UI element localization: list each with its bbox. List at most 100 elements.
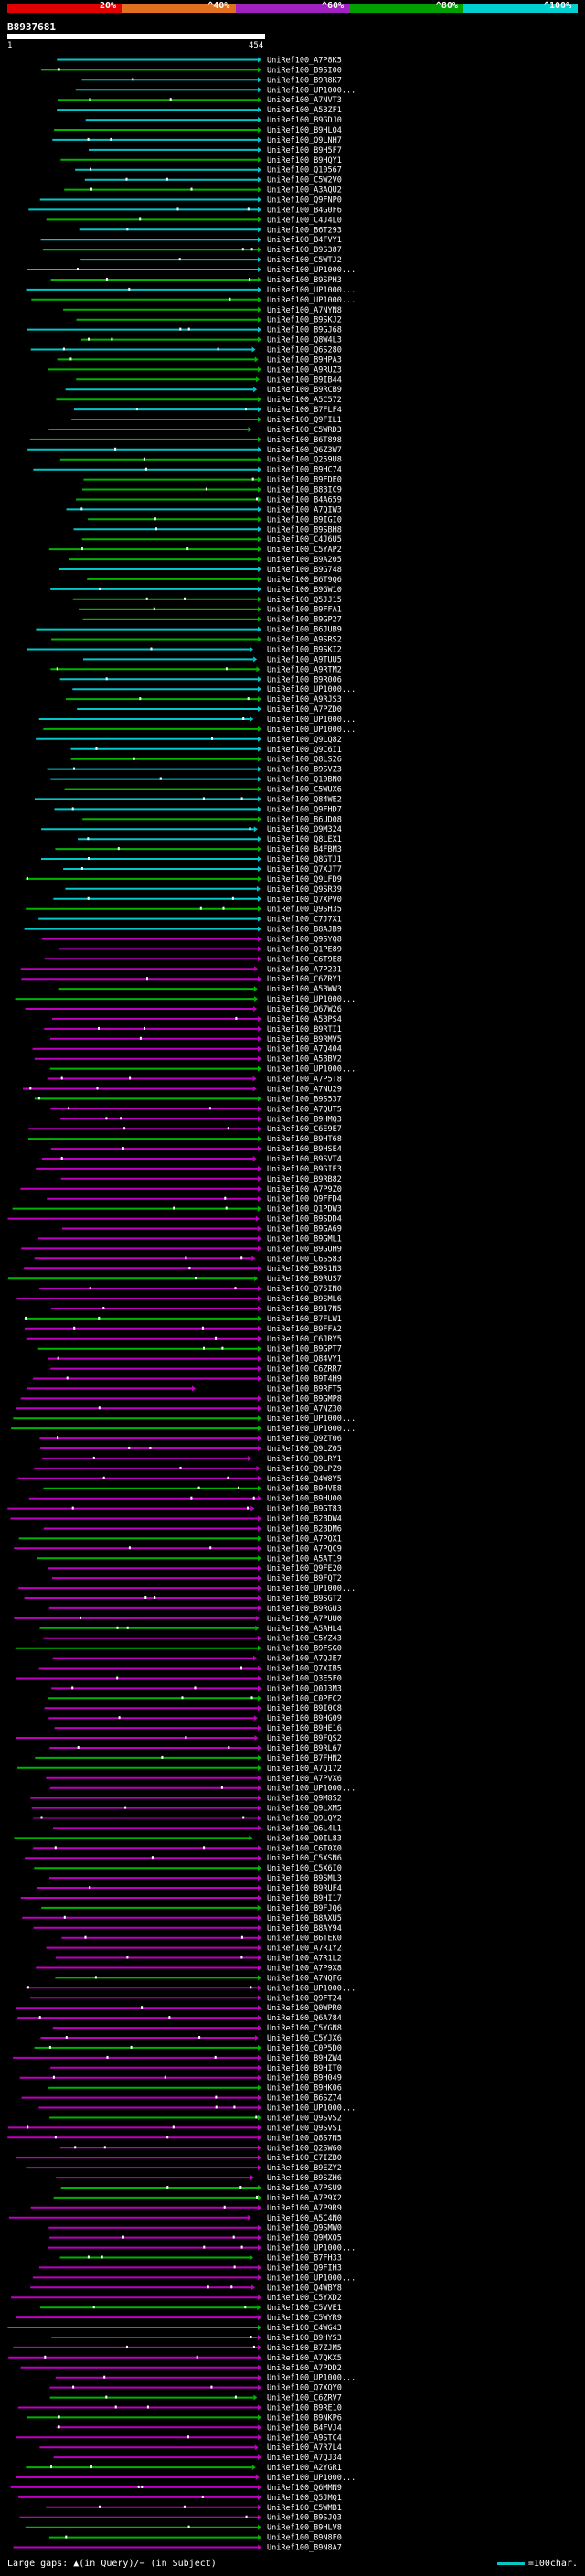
hit-label[interactable]: UniRef100_B9N8F0: [267, 2534, 342, 2543]
hit-label[interactable]: UniRef100_A7NYN8: [267, 306, 342, 315]
hit-label[interactable]: UniRef100_B4A659: [267, 496, 342, 505]
hit-label[interactable]: UniRef100_B9IGI0: [267, 515, 342, 525]
hit-label[interactable]: UniRef100_B9HMQ3: [267, 1115, 342, 1124]
hit-label[interactable]: UniRef100_C4J4L0: [267, 216, 342, 225]
hit-label[interactable]: UniRef100_B9FSG0: [267, 1645, 342, 1654]
hit-label[interactable]: UniRef100_B9GDJ0: [267, 116, 342, 125]
hit-label[interactable]: UniRef100_B9RMV5: [267, 1035, 342, 1044]
hit-label[interactable]: UniRef100_Q10BN0: [267, 776, 342, 785]
hit-label[interactable]: UniRef100_Q9LRY1: [267, 1455, 342, 1464]
hit-label[interactable]: UniRef100_B9NKP6: [267, 2413, 342, 2422]
hit-label[interactable]: UniRef100_B8AXU5: [267, 1914, 342, 1924]
hit-label[interactable]: UniRef100_C0PFC2: [267, 1694, 342, 1703]
hit-label[interactable]: UniRef100_B9GMP8: [267, 1394, 342, 1404]
hit-label[interactable]: UniRef100_Q9SVS2: [267, 2115, 342, 2124]
hit-label[interactable]: UniRef100_B9RFT5: [267, 1384, 342, 1394]
hit-label[interactable]: UniRef100_B9SVZ3: [267, 766, 342, 775]
hit-label[interactable]: UniRef100_B9FQT2: [267, 1574, 342, 1584]
hit-label[interactable]: UniRef100_B6UD08: [267, 815, 342, 824]
hit-label[interactable]: UniRef100_UP1000...: [267, 1065, 356, 1075]
hit-label[interactable]: UniRef100_B9R006: [267, 675, 342, 684]
hit-label[interactable]: UniRef100_A5BZF1: [267, 106, 342, 115]
hit-label[interactable]: UniRef100_B9S387: [267, 246, 342, 255]
hit-label[interactable]: UniRef100_A7PUU0: [267, 1615, 342, 1624]
hit-label[interactable]: UniRef100_A5C4N0: [267, 2214, 342, 2223]
hit-label[interactable]: UniRef100_B7ZJM5: [267, 2344, 342, 2353]
hit-label[interactable]: UniRef100_A7PQX1: [267, 1534, 342, 1543]
hit-label[interactable]: UniRef100_Q9LZ05: [267, 1445, 342, 1454]
hit-label[interactable]: UniRef100_C5YGN8: [267, 2024, 342, 2033]
hit-label[interactable]: UniRef100_Q0J3M3: [267, 1684, 342, 1693]
hit-label[interactable]: UniRef100_A7R7L4: [267, 2443, 342, 2453]
hit-label[interactable]: UniRef100_A5BWW3: [267, 985, 342, 994]
hit-label[interactable]: UniRef100_B7FHN2: [267, 1754, 342, 1764]
hit-label[interactable]: UniRef100_B9HI17: [267, 1894, 342, 1903]
hit-label[interactable]: UniRef100_B9H049: [267, 2074, 342, 2083]
hit-label[interactable]: UniRef100_C4J6U5: [267, 535, 342, 545]
hit-label[interactable]: UniRef100_Q9C6I1: [267, 746, 342, 755]
hit-label[interactable]: UniRef100_B9I0C8: [267, 1704, 342, 1713]
hit-label[interactable]: UniRef100_B2BDM6: [267, 1525, 342, 1534]
hit-label[interactable]: UniRef100_C5W2V0: [267, 176, 342, 186]
hit-label[interactable]: UniRef100_B9IB44: [267, 376, 342, 385]
hit-label[interactable]: UniRef100_B9GML1: [267, 1235, 342, 1244]
hit-label[interactable]: UniRef100_Q9FIH3: [267, 2263, 342, 2273]
hit-label[interactable]: UniRef100_Q0WPR0: [267, 2004, 342, 2013]
hit-label[interactable]: UniRef100_A7NU29: [267, 1086, 342, 1095]
hit-label[interactable]: UniRef100_Q6MMN9: [267, 2484, 342, 2493]
hit-label[interactable]: UniRef100_B9SPH3: [267, 276, 342, 285]
hit-label[interactable]: UniRef100_A7P8K5: [267, 57, 342, 66]
hit-label[interactable]: UniRef100_UP1000...: [267, 726, 356, 735]
hit-label[interactable]: UniRef100_A7NZ30: [267, 1405, 342, 1414]
hit-label[interactable]: UniRef100_A7PVX6: [267, 1775, 342, 1784]
hit-label[interactable]: UniRef100_UP1000...: [267, 86, 356, 95]
hit-label[interactable]: UniRef100_B8AY94: [267, 1924, 342, 1934]
hit-label[interactable]: UniRef100_A5BBV2: [267, 1055, 342, 1065]
hit-label[interactable]: UniRef100_B9GW10: [267, 586, 342, 595]
hit-label[interactable]: UniRef100_Q9FIL1: [267, 416, 342, 425]
hit-label[interactable]: UniRef100_Q9SVS1: [267, 2124, 342, 2133]
hit-label[interactable]: UniRef100_Q9LFD9: [267, 875, 342, 885]
hit-label[interactable]: UniRef100_A5BPS4: [267, 1015, 342, 1024]
hit-label[interactable]: UniRef100_A5AHL4: [267, 1625, 342, 1634]
hit-label[interactable]: UniRef100_B9RCB9: [267, 386, 342, 395]
hit-label[interactable]: UniRef100_B9GJ68: [267, 326, 342, 335]
hit-label[interactable]: UniRef100_B8BIC9: [267, 486, 342, 495]
hit-label[interactable]: UniRef100_Q8GTJ1: [267, 855, 342, 864]
hit-label[interactable]: UniRef100_C5WMB1: [267, 2504, 342, 2513]
hit-label[interactable]: UniRef100_Q259U8: [267, 456, 342, 465]
hit-label[interactable]: UniRef100_Q9SH35: [267, 906, 342, 915]
hit-label[interactable]: UniRef100_B9RL67: [267, 1744, 342, 1754]
hit-label[interactable]: UniRef100_UP1000...: [267, 2274, 356, 2283]
hit-label[interactable]: UniRef100_Q6Z3W7: [267, 446, 342, 455]
hit-label[interactable]: UniRef100_B9HZW4: [267, 2054, 342, 2063]
hit-label[interactable]: UniRef100_B9EZY2: [267, 2164, 342, 2173]
hit-label[interactable]: UniRef100_Q8W4L3: [267, 336, 342, 345]
hit-label[interactable]: UniRef100_A7Q172: [267, 1765, 342, 1774]
hit-label[interactable]: UniRef100_B9FFA1: [267, 606, 342, 615]
hit-label[interactable]: UniRef100_B4FBM3: [267, 845, 342, 854]
hit-label[interactable]: UniRef100_B9HPA3: [267, 355, 342, 365]
hit-label[interactable]: UniRef100_B6TEK0: [267, 1935, 342, 1944]
hit-label[interactable]: UniRef100_B7FH33: [267, 2254, 342, 2263]
hit-label[interactable]: UniRef100_B9HLV8: [267, 2524, 342, 2533]
hit-label[interactable]: UniRef100_Q8LS26: [267, 756, 342, 765]
hit-label[interactable]: UniRef100_UP1000...: [267, 2374, 356, 2383]
hit-label[interactable]: UniRef100_B9RGU3: [267, 1605, 342, 1614]
hit-label[interactable]: UniRef100_Q5JJ15: [267, 596, 342, 605]
hit-label[interactable]: UniRef100_B9SKI2: [267, 646, 342, 655]
hit-label[interactable]: UniRef100_C7J7X1: [267, 916, 342, 925]
hit-label[interactable]: UniRef100_B9RUS7: [267, 1275, 342, 1284]
hit-label[interactable]: UniRef100_Q7XPV0: [267, 896, 342, 905]
hit-label[interactable]: UniRef100_B9SVT4: [267, 1155, 342, 1164]
hit-label[interactable]: UniRef100_A7NQF6: [267, 1974, 342, 1983]
hit-label[interactable]: UniRef100_Q9LPZ9: [267, 1465, 342, 1474]
hit-label[interactable]: UniRef100_Q1PE89: [267, 945, 342, 954]
hit-label[interactable]: UniRef100_UP1000...: [267, 995, 356, 1004]
hit-label[interactable]: UniRef100_Q6L4L1: [267, 1824, 342, 1833]
hit-label[interactable]: UniRef100_C6ZRY1: [267, 975, 342, 984]
hit-label[interactable]: UniRef100_B9HG09: [267, 1714, 342, 1723]
hit-label[interactable]: UniRef100_Q9LQ82: [267, 736, 342, 745]
hit-label[interactable]: UniRef100_B9RE10: [267, 2404, 342, 2413]
hit-label[interactable]: UniRef100_C6T9E8: [267, 955, 342, 964]
